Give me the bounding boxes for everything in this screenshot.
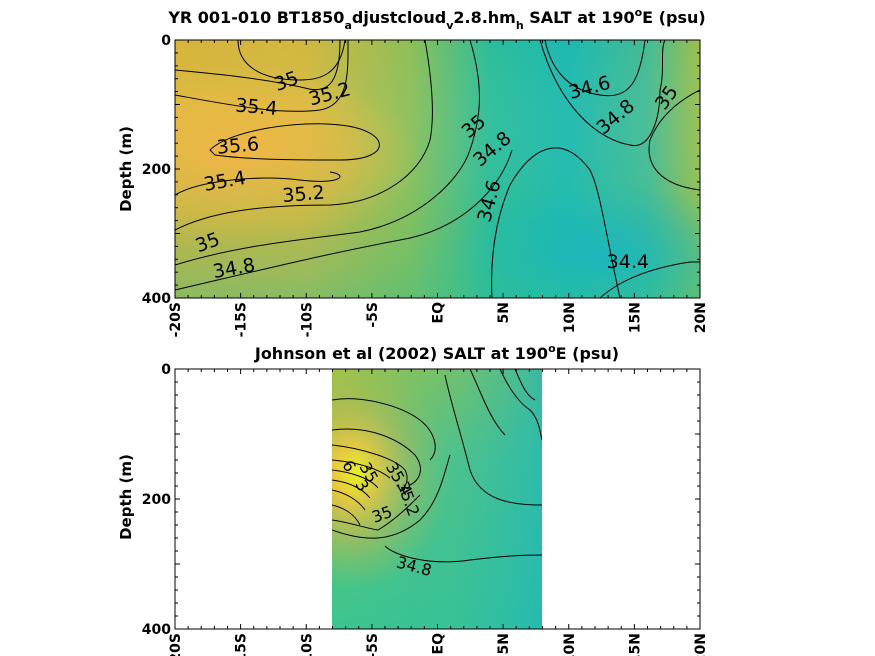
- contour-label: 35.4: [234, 94, 278, 120]
- x-tick-label: -5S: [365, 633, 381, 656]
- chart1-axes: -20S -15S -10S -5S EQ 5N 10N 15N 20N 0 200 400: [142, 33, 709, 337]
- chart1-plot-area: 35 35.235.435.635.4 35.23534.83534.834.634…: [175, 40, 700, 298]
- contour-label: 34.4: [607, 251, 649, 273]
- y-tick-label: 400: [142, 291, 171, 307]
- x-tick-label: EQ: [431, 302, 447, 324]
- chart1-title: YR 001-010 BT1850adjustcloudv2.8.hmh SAL…: [167, 6, 705, 32]
- x-tick-label: 5N: [496, 633, 512, 654]
- x-tick-label: -20S: [168, 302, 184, 337]
- chart1-ylabel: Depth (m): [117, 126, 135, 212]
- y-tick-label: 200: [142, 162, 171, 178]
- x-tick-label: -20S: [168, 633, 184, 656]
- x-tick-label: EQ: [431, 633, 447, 655]
- x-tick-label: -10S: [299, 633, 315, 656]
- x-tick-label: -15S: [234, 633, 250, 656]
- chart2-ylabel: Depth (m): [117, 454, 135, 540]
- chart2-title: Johnson et al (2002) SALT at 190oE (psu): [254, 342, 619, 363]
- y-tick-label: 400: [142, 622, 171, 638]
- x-tick-label: 5N: [496, 302, 512, 323]
- y-tick-label: 0: [161, 362, 171, 378]
- chart2-axes: -20S -15S -10S -5S EQ 5N 10N 15N 20N 0 200 400: [142, 362, 709, 656]
- x-tick-label: 20N: [693, 633, 709, 656]
- contour-label: 35.6: [216, 133, 260, 159]
- x-tick-label: 20N: [693, 302, 709, 333]
- y-tick-label: 200: [142, 492, 171, 508]
- x-tick-label: -10S: [299, 302, 315, 337]
- x-tick-label: 10N: [562, 302, 578, 333]
- x-tick-label: -15S: [234, 302, 250, 337]
- chart1-contours: [175, 40, 700, 298]
- x-tick-label: -5S: [365, 302, 381, 328]
- chart1-contour-labels: 35 35.235.435.635.4 35.23534.83534.834.634…: [193, 67, 683, 283]
- chart2-contours: [332, 369, 542, 563]
- x-tick-label: 15N: [627, 633, 643, 656]
- x-tick-label: 15N: [627, 302, 643, 333]
- x-tick-label: 10N: [562, 633, 578, 656]
- contour-label: 35.2: [282, 181, 326, 207]
- y-tick-label: 0: [161, 33, 171, 49]
